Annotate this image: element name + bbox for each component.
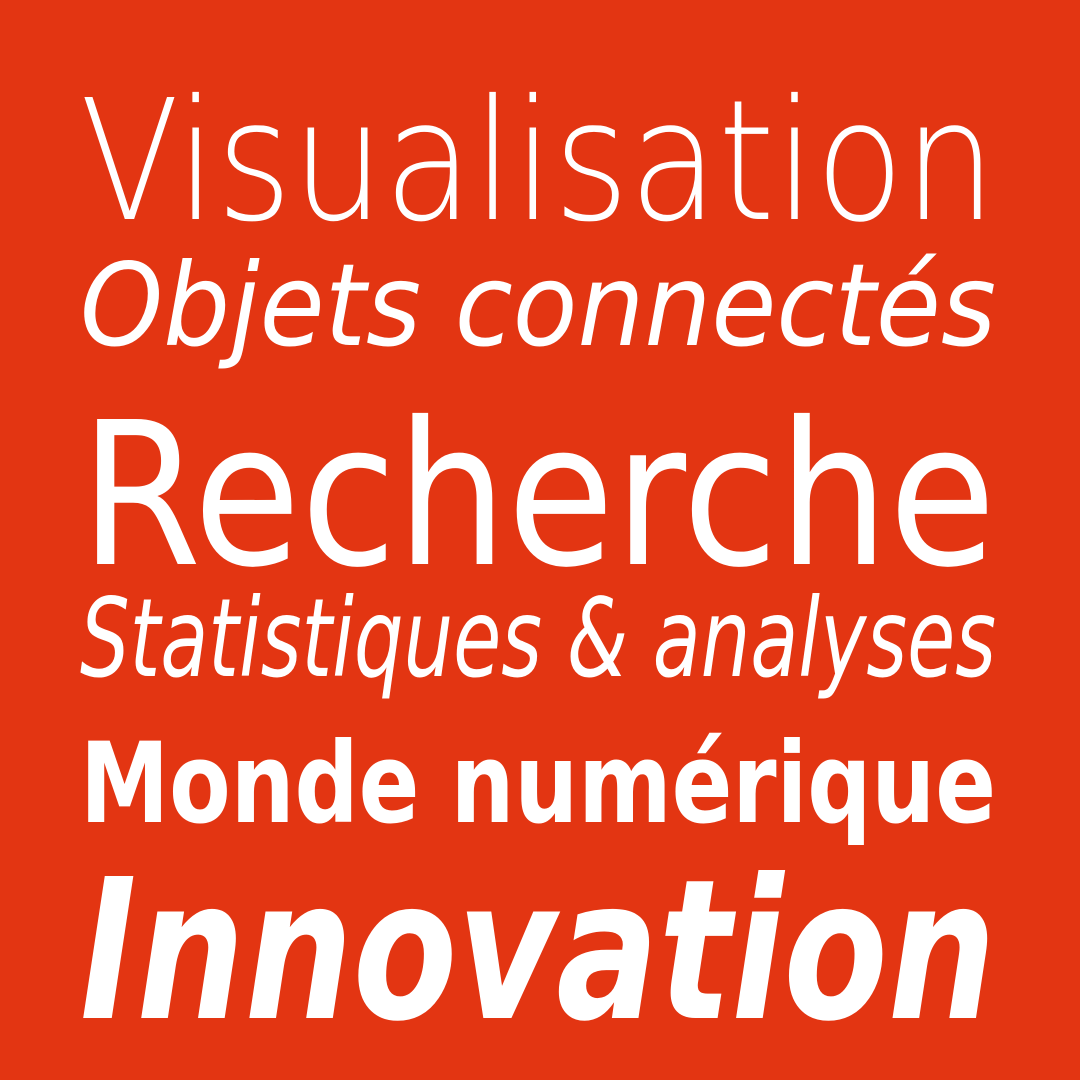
line-objets-connectes: Objets connectés — [80, 239, 996, 373]
line-monde-numerique: Monde numérique — [80, 719, 996, 849]
line-recherche: Recherche — [80, 378, 996, 611]
line-statistiques-analyses: Statistiques & analyses — [80, 574, 996, 702]
line-innovation: Innovation — [80, 836, 996, 1064]
line-visualisation: Visualisation — [80, 64, 996, 259]
